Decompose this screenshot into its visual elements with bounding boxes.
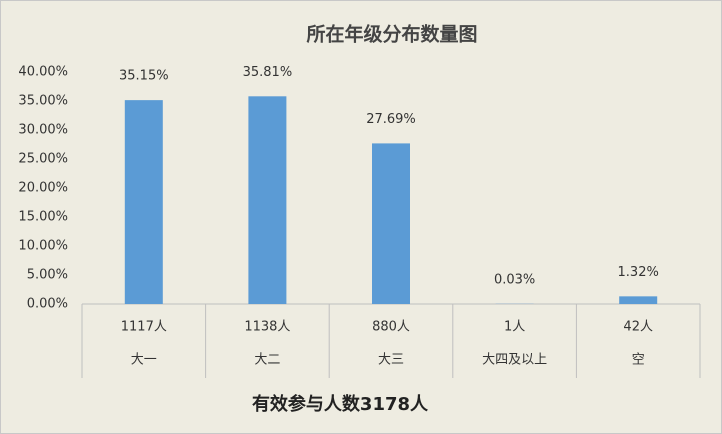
x-tick-count: 1人 [504, 320, 525, 335]
bar [124, 100, 163, 304]
value-label: 0.03% [494, 272, 535, 287]
value-label: 27.69% [366, 112, 416, 127]
y-tick-label: 15.00% [18, 210, 68, 225]
value-label: 1.32% [618, 265, 659, 280]
chart-caption: 有效参与人数3178人 [252, 393, 429, 415]
x-tick-count: 1138人 [244, 320, 290, 335]
y-tick-label: 40.00% [18, 65, 68, 80]
x-tick-label: 大二 [254, 353, 280, 368]
x-tick-label: 大三 [378, 353, 404, 368]
y-tick-label: 25.00% [18, 152, 68, 167]
y-tick-label: 35.00% [18, 94, 68, 109]
chart-title: 所在年级分布数量图 [306, 23, 477, 46]
bar [248, 96, 287, 304]
y-tick-label: 0.00% [27, 297, 68, 312]
y-tick-label: 20.00% [18, 181, 68, 196]
bar [372, 143, 410, 304]
x-tick-count: 1117人 [121, 320, 167, 335]
x-tick-count: 880人 [372, 320, 410, 335]
x-tick-label: 大一 [131, 353, 157, 368]
x-tick-label: 空 [632, 353, 645, 368]
value-label: 35.81% [243, 65, 293, 80]
x-tick-count: 42人 [623, 320, 653, 335]
bar [619, 296, 658, 304]
x-tick-label: 大四及以上 [482, 353, 547, 368]
value-label: 35.15% [119, 69, 169, 84]
y-tick-label: 30.00% [18, 123, 68, 138]
y-tick-label: 5.00% [27, 268, 68, 283]
y-tick-label: 10.00% [18, 239, 68, 254]
